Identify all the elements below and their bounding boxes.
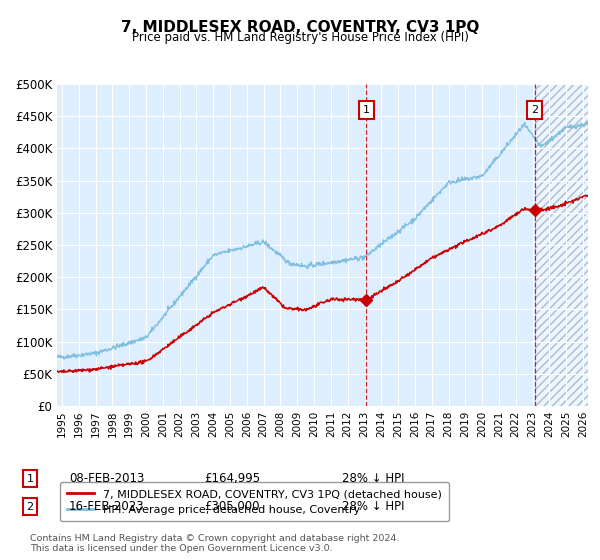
Text: Contains HM Land Registry data © Crown copyright and database right 2024.
This d: Contains HM Land Registry data © Crown c… [30,534,400,553]
Text: £164,995: £164,995 [204,472,260,486]
Text: 7, MIDDLESEX ROAD, COVENTRY, CV3 1PQ: 7, MIDDLESEX ROAD, COVENTRY, CV3 1PQ [121,20,479,35]
Text: 28% ↓ HPI: 28% ↓ HPI [342,472,404,486]
Legend: 7, MIDDLESEX ROAD, COVENTRY, CV3 1PQ (detached house), HPI: Average price, detac: 7, MIDDLESEX ROAD, COVENTRY, CV3 1PQ (de… [60,482,449,521]
Text: 2: 2 [531,105,538,115]
Bar [535,84,588,406]
Text: 1: 1 [362,105,370,115]
Text: 1: 1 [26,474,34,484]
Text: 16-FEB-2023: 16-FEB-2023 [69,500,145,514]
Bar [535,84,588,406]
Text: 28% ↓ HPI: 28% ↓ HPI [342,500,404,514]
Text: £305,000: £305,000 [204,500,260,514]
Text: 08-FEB-2013: 08-FEB-2013 [69,472,145,486]
Text: Price paid vs. HM Land Registry's House Price Index (HPI): Price paid vs. HM Land Registry's House … [131,31,469,44]
Text: 2: 2 [26,502,34,512]
